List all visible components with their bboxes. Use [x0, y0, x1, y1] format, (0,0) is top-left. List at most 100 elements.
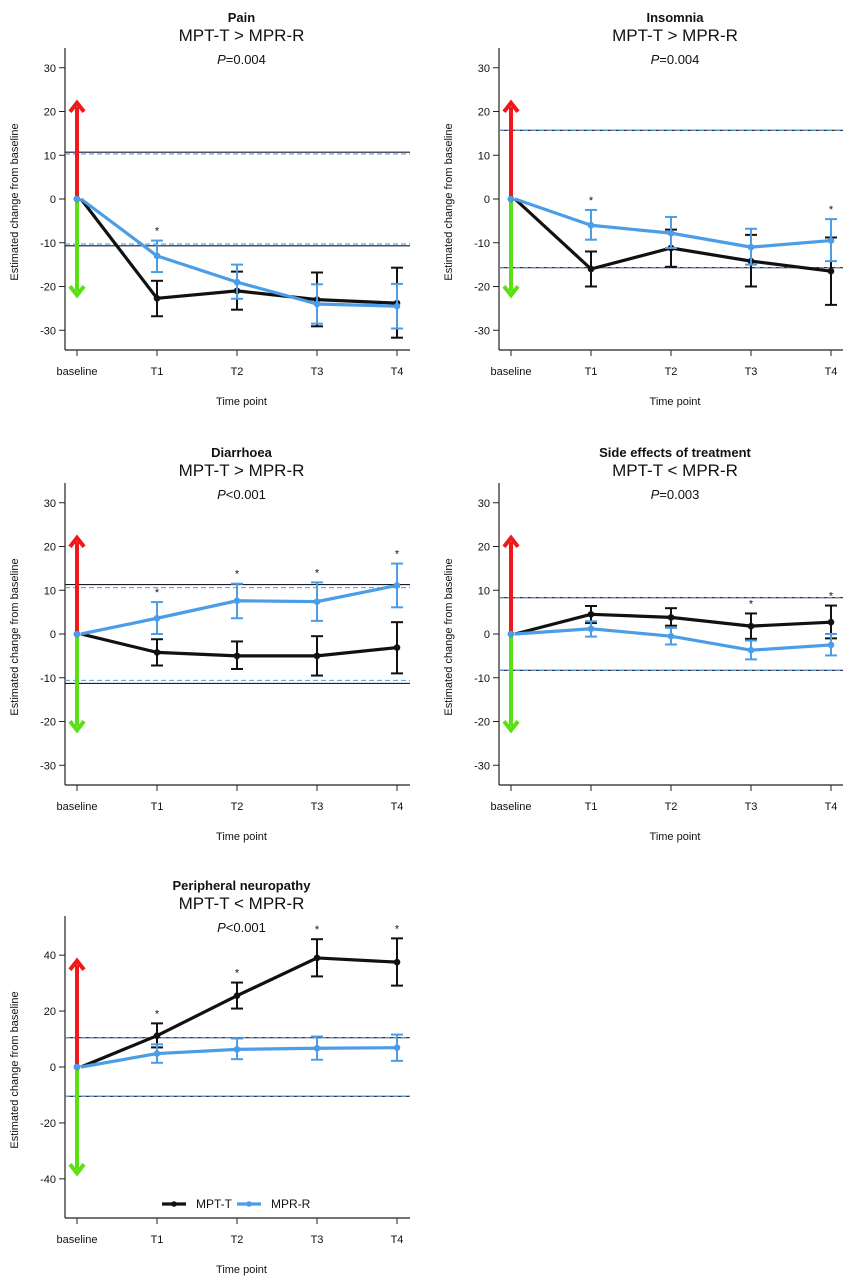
panel-title: Pain — [228, 10, 256, 25]
x-tick-label: baseline — [57, 801, 98, 813]
y-axis-label: Estimated change from baseline — [443, 558, 455, 715]
y-tick-label: -10 — [40, 673, 56, 685]
significance-asterisk: * — [589, 195, 594, 207]
data-point — [313, 598, 321, 605]
y-tick-label: 30 — [44, 63, 56, 75]
x-tick-label: T1 — [585, 366, 598, 378]
x-tick-label: T3 — [311, 1234, 324, 1246]
y-axis-label: Estimated change from baseline — [9, 558, 21, 715]
y-tick-label: -10 — [40, 238, 56, 250]
p-value-label: P=0.003 — [651, 487, 700, 502]
x-tick-label: T2 — [665, 366, 678, 378]
y-tick-label: -20 — [474, 282, 490, 294]
y-tick-label: -20 — [474, 717, 490, 729]
x-tick-label: T1 — [151, 801, 164, 813]
y-tick-label: -30 — [40, 760, 56, 772]
significance-asterisk: * — [749, 598, 754, 610]
y-tick-label: 30 — [478, 63, 490, 75]
data-point — [827, 237, 835, 244]
data-point — [667, 614, 675, 621]
y-tick-label: 0 — [484, 194, 490, 206]
y-tick-label: 0 — [50, 1062, 56, 1074]
significance-asterisk: * — [155, 587, 160, 599]
x-tick-label: T4 — [391, 801, 404, 813]
y-tick-label: -30 — [474, 325, 490, 337]
series-mpt-t — [73, 621, 403, 677]
legend: MPT-T MPR-R — [162, 1197, 311, 1211]
series-mpr-r — [507, 620, 837, 661]
y-tick-label: 0 — [484, 629, 490, 641]
x-axis-label: Time point — [650, 831, 701, 843]
significance-asterisk: * — [829, 591, 834, 603]
data-point — [507, 195, 515, 203]
x-axis-label: Time point — [216, 1264, 267, 1276]
p-value-label: P=0.004 — [651, 52, 700, 67]
panel-subtitle: MPT-T > MPR-R — [179, 26, 305, 45]
series-mpr-r — [507, 195, 837, 266]
y-axis-label: Estimated change from baseline — [443, 123, 455, 280]
significance-asterisk: * — [315, 567, 320, 579]
data-point — [153, 252, 161, 260]
x-tick-label: baseline — [491, 366, 532, 378]
panel-title: Diarrhoea — [211, 445, 272, 460]
y-tick-label: 30 — [478, 498, 490, 510]
x-tick-label: baseline — [491, 801, 532, 813]
series-mpr-r — [73, 195, 403, 330]
p-value: <0.001 — [226, 920, 266, 935]
arrow-down-icon — [502, 285, 520, 299]
data-point — [73, 1063, 81, 1071]
series-line — [80, 583, 398, 636]
p-value-label: P<0.001 — [217, 920, 266, 935]
arrow-down-icon — [502, 720, 520, 734]
data-point — [73, 195, 81, 203]
significance-asterisk: * — [155, 1008, 160, 1020]
data-point — [233, 1046, 241, 1053]
data-point — [233, 597, 241, 605]
y-tick-label: -10 — [474, 238, 490, 250]
significance-asterisk: * — [235, 569, 240, 581]
panel-subtitle: MPT-T < MPR-R — [612, 461, 738, 480]
y-tick-label: 10 — [44, 585, 56, 597]
y-tick-label: 20 — [44, 1006, 56, 1018]
significance-asterisk: * — [235, 968, 240, 980]
x-tick-label: baseline — [57, 366, 98, 378]
legend-marker — [246, 1201, 252, 1207]
data-point — [827, 618, 835, 626]
arrow-down-icon — [68, 720, 86, 734]
data-point — [393, 644, 401, 651]
x-tick-label: T2 — [665, 801, 678, 813]
data-point — [667, 632, 675, 640]
p-value: =0.003 — [659, 487, 699, 502]
arrow-up-icon — [68, 957, 86, 971]
p-value: =0.004 — [659, 52, 699, 67]
arrow-down-icon — [68, 1163, 86, 1177]
x-tick-label: T4 — [825, 801, 838, 813]
data-point — [73, 630, 81, 638]
y-tick-label: 20 — [478, 107, 490, 119]
arrow-up-icon — [502, 534, 520, 548]
y-tick-label: -10 — [474, 673, 490, 685]
x-tick-label: T1 — [151, 1234, 164, 1246]
arrow-up-icon — [68, 534, 86, 548]
arrow-up-icon — [502, 99, 520, 113]
x-tick-label: T3 — [745, 801, 758, 813]
p-symbol: P — [217, 487, 226, 502]
data-point — [507, 630, 515, 638]
y-tick-label: 0 — [50, 194, 56, 206]
data-point — [233, 992, 241, 999]
data-point — [393, 1044, 401, 1052]
x-tick-label: T2 — [231, 366, 244, 378]
data-point — [587, 221, 595, 229]
data-point — [587, 265, 595, 273]
data-point — [587, 625, 595, 633]
significance-asterisk: * — [395, 923, 400, 935]
y-tick-label: 20 — [44, 107, 56, 119]
y-tick-label: 30 — [44, 498, 56, 510]
p-symbol: P — [217, 920, 226, 935]
x-tick-label: T2 — [231, 1234, 244, 1246]
